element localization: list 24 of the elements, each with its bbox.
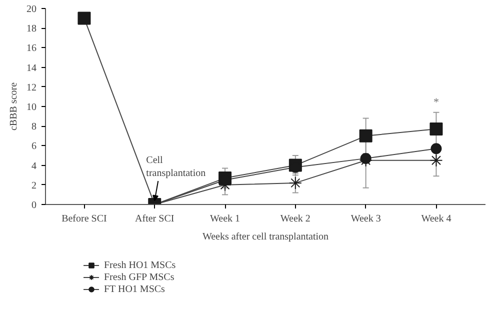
y-tick-label: 10 (26, 102, 36, 113)
y-tick-label: 14 (26, 62, 36, 74)
x-tick-label: After SCI (135, 214, 174, 224)
legend-label: Fresh GFP MSCs (104, 271, 174, 283)
y-axis-title: cBBB score (8, 82, 20, 131)
annotation: Cell transplantation (146, 154, 206, 180)
y-tick-label: 4 (32, 160, 36, 172)
x-tick-label: Week 1 (210, 214, 240, 224)
x-tick-label: Week 4 (421, 214, 452, 224)
legend-label: Fresh HO1 MSCs (104, 259, 176, 271)
y-tick-label: 18 (26, 24, 36, 35)
y-tick-label: 20 (26, 4, 36, 15)
y-tick-label: 8 (32, 122, 36, 133)
y-tick-label: 0 (32, 200, 36, 211)
legend-label: FT HO1 MSCs (104, 283, 165, 295)
y-tick-label: 12 (26, 82, 36, 94)
y-tick-label: 6 (32, 141, 36, 152)
x-axis-title: Weeks after cell transplantation (202, 232, 329, 242)
x-tick-label: Before SCI (62, 214, 107, 224)
y-tick-label: 2 (32, 180, 36, 192)
y-tick-label: 16 (26, 43, 36, 54)
x-tick-label: Week 2 (280, 214, 310, 224)
x-tick-label: Week 3 (350, 214, 381, 224)
annotation: * (433, 96, 439, 108)
